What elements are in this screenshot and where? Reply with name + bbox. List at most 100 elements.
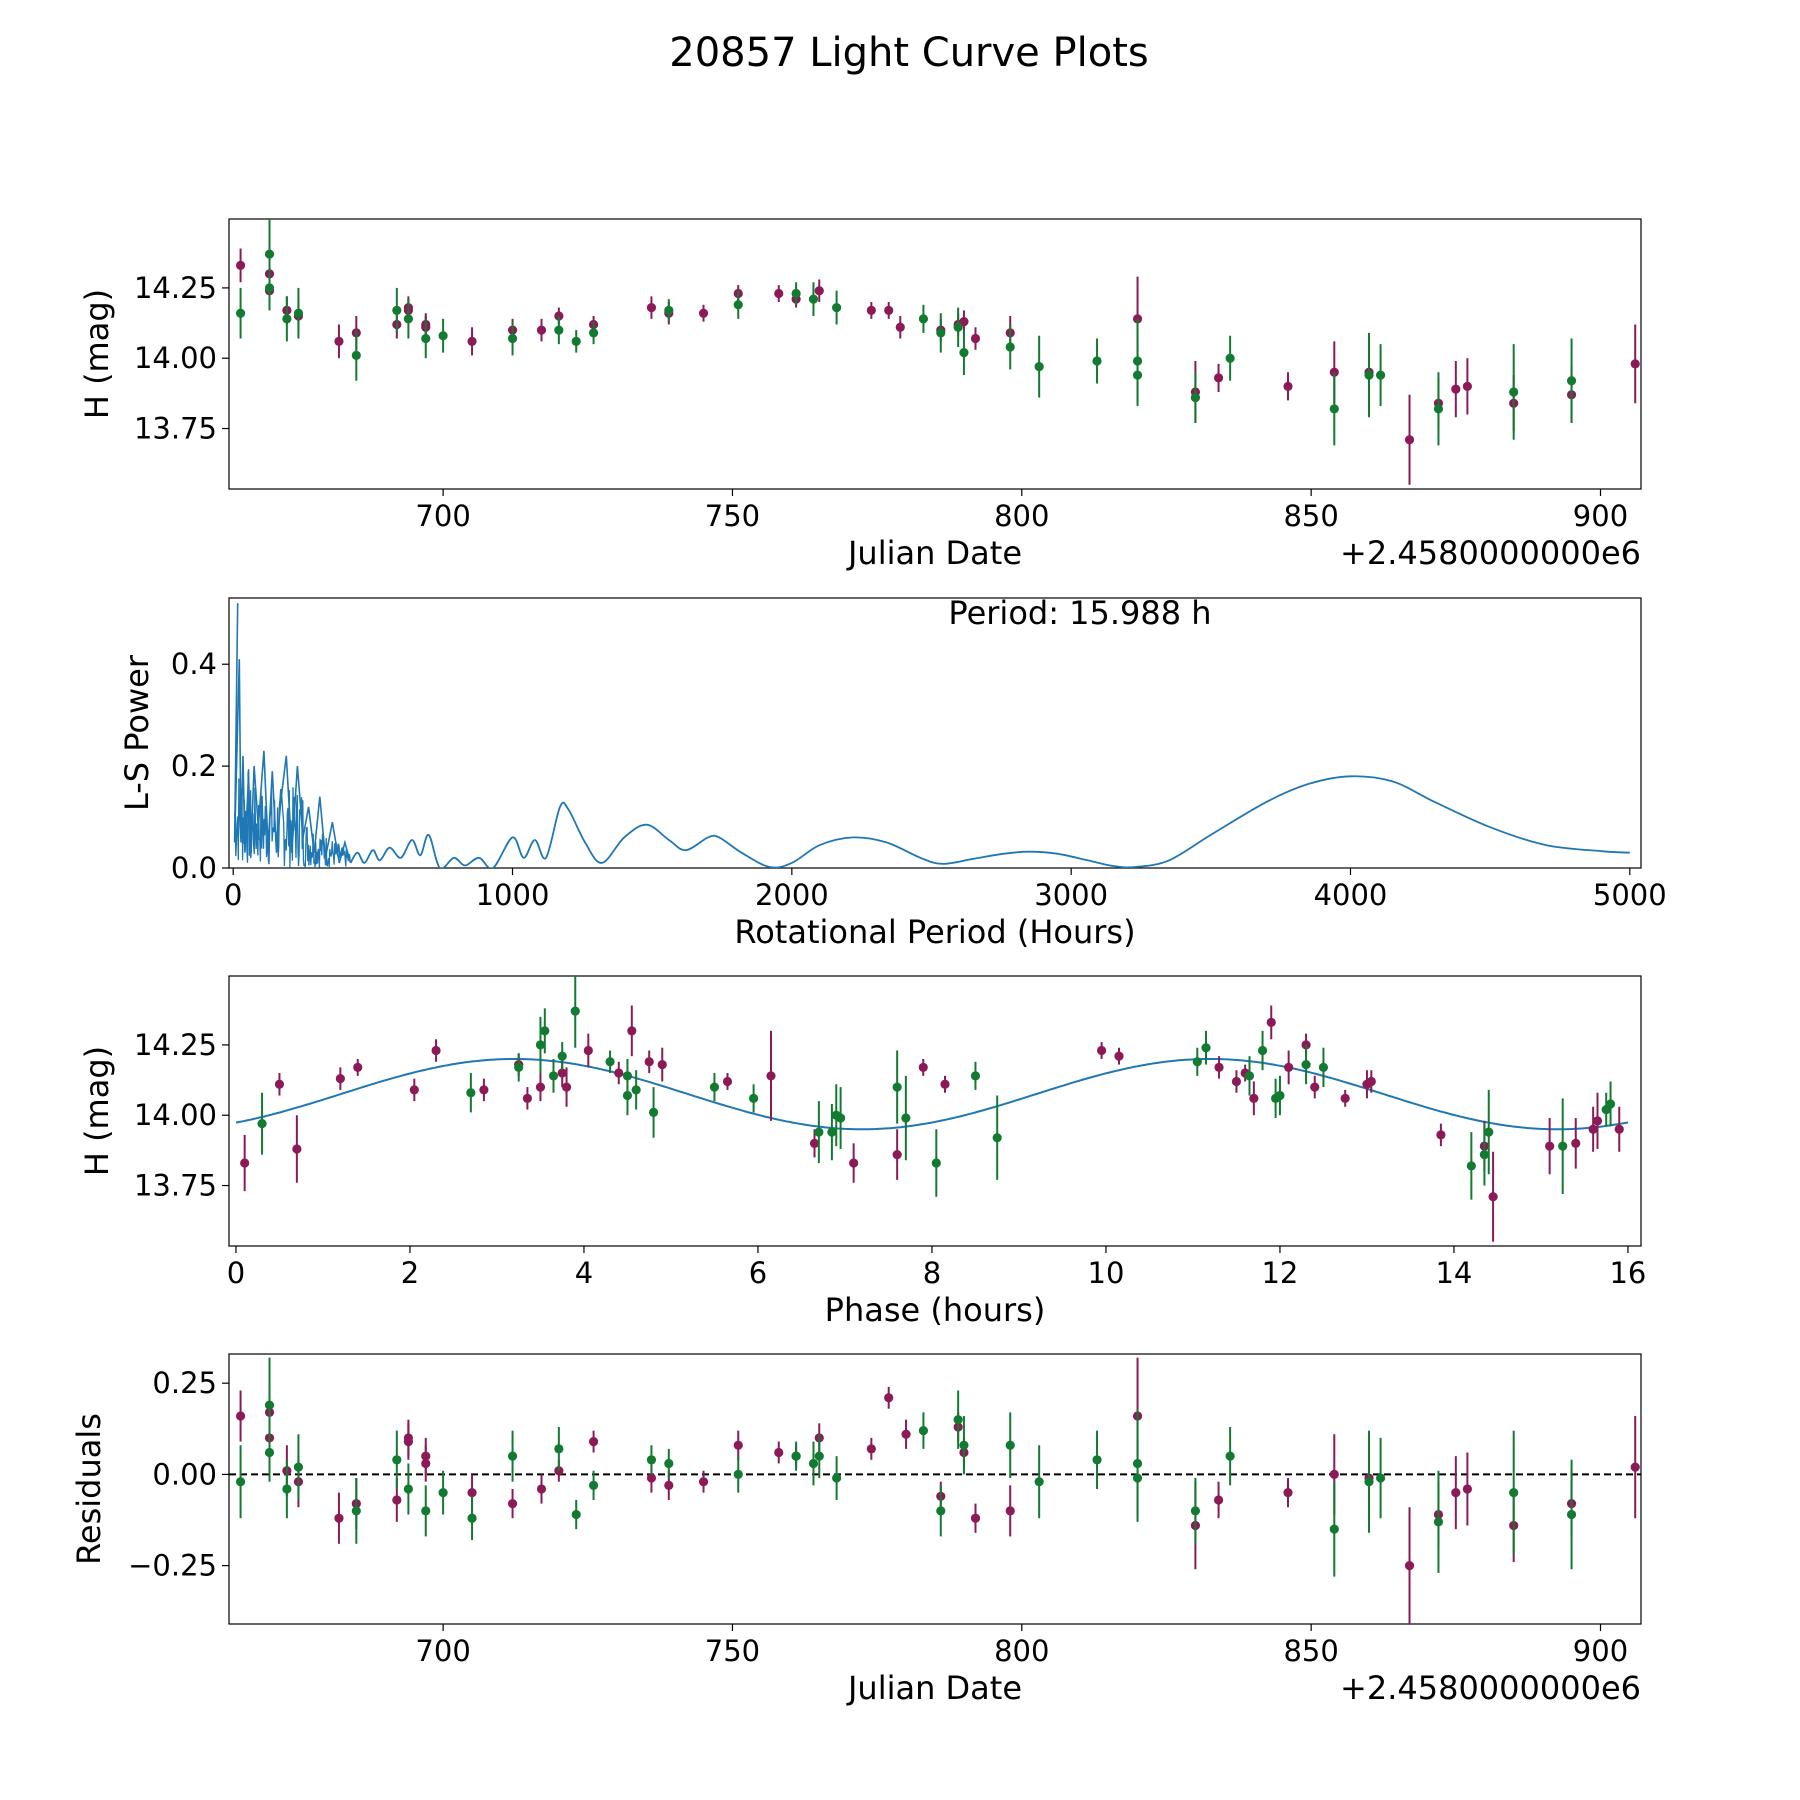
data-point — [1571, 1138, 1581, 1148]
data-point — [1462, 381, 1472, 391]
data-point — [571, 336, 581, 346]
data-point — [992, 1133, 1002, 1143]
periodogram-y-axis-label: L-S Power — [118, 654, 156, 811]
light-curve-data-layer — [235, 219, 1640, 485]
data-point — [936, 328, 946, 338]
light-curve-y-tick-label: 14.00 — [134, 341, 217, 375]
periodogram-x-tick-label: 4000 — [1314, 878, 1388, 912]
periodogram-frame — [228, 597, 1642, 869]
data-point — [282, 314, 292, 324]
data-point — [1201, 1043, 1211, 1053]
data-point — [1005, 1440, 1015, 1450]
data-point — [554, 1444, 564, 1454]
data-point — [1213, 373, 1224, 383]
light-curve-x-tick-label: 900 — [1573, 499, 1628, 533]
phase-fold-frame — [228, 975, 1642, 1247]
data-point — [970, 1071, 981, 1081]
residuals-panel: 700 750 800 850 900 0.25 0.00 −0.25 Julian Date R… — [70, 1353, 1642, 1707]
periodogram-y-tick-label: 0.2 — [171, 749, 217, 783]
data-point — [264, 1400, 275, 1410]
data-point — [644, 1057, 654, 1067]
phase-fold-x-tick-label: 12 — [1261, 1256, 1298, 1290]
data-point — [1214, 1062, 1224, 1073]
phase-fold-x-axis-label: Phase (hours) — [825, 1291, 1046, 1329]
data-point — [664, 1480, 674, 1490]
data-point — [507, 1498, 518, 1509]
data-point — [918, 314, 929, 324]
data-point — [522, 1093, 533, 1103]
data-point — [1509, 387, 1519, 397]
periodogram-x-tick-label: 5000 — [1593, 878, 1667, 912]
data-point — [936, 1506, 946, 1516]
data-point — [1034, 362, 1044, 372]
data-point — [646, 1473, 657, 1483]
light-curve-x-tick-label: 750 — [705, 499, 760, 533]
data-point — [507, 333, 518, 344]
data-point — [257, 1119, 267, 1129]
data-point — [1283, 381, 1293, 391]
data-point — [514, 1062, 524, 1073]
data-point — [1375, 1473, 1386, 1483]
data-point — [264, 283, 275, 293]
data-point — [235, 1477, 246, 1487]
data-point — [1329, 1524, 1339, 1534]
data-point — [940, 1079, 950, 1089]
periodogram-x-tick-label: 2000 — [755, 878, 829, 912]
data-point — [392, 305, 402, 316]
data-point — [431, 1045, 441, 1056]
light-curve-y-tick-label: 14.25 — [134, 271, 217, 305]
data-point — [959, 317, 969, 327]
data-point — [293, 1462, 304, 1472]
data-point — [507, 1451, 518, 1461]
data-point — [1558, 1141, 1568, 1151]
data-point — [535, 1082, 546, 1092]
data-point — [235, 308, 246, 318]
data-point — [548, 1071, 559, 1081]
data-point — [1375, 370, 1386, 380]
data-point — [351, 350, 361, 361]
data-point — [1466, 1161, 1476, 1171]
phase-fold-x-tick-label: 10 — [1088, 1256, 1125, 1290]
data-point — [814, 286, 824, 296]
data-point — [1329, 404, 1339, 414]
data-point — [1588, 1124, 1598, 1134]
data-point — [334, 336, 344, 346]
periodogram-x-axis-label: Rotational Period (Hours) — [734, 913, 1135, 951]
light-curve-panel: 700 750 800 850 900 14.25 14.00 13.75 Julian Dat… — [78, 218, 1642, 572]
data-point — [664, 1458, 674, 1469]
periodogram-x-tick-label: 0 — [224, 878, 242, 912]
residuals-offset-label: +2.4580000000e6 — [1340, 1669, 1641, 1707]
data-point — [1034, 1477, 1044, 1487]
data-point — [1283, 1488, 1293, 1498]
phase-fold-data-layer — [235, 976, 1629, 1242]
residuals-y-tick-label: −0.25 — [128, 1549, 217, 1583]
data-point — [749, 1093, 759, 1103]
data-point — [774, 1447, 784, 1458]
data-point — [535, 1040, 546, 1050]
data-point — [901, 1113, 911, 1123]
data-point — [1614, 1124, 1624, 1134]
residuals-x-tick-label: 800 — [994, 1634, 1049, 1668]
data-point — [709, 1082, 720, 1092]
data-point — [970, 333, 981, 344]
data-point — [467, 336, 477, 346]
phase-fold-x-tick-label: 14 — [1435, 1256, 1472, 1290]
data-point — [1114, 1051, 1124, 1061]
figure-title: 20857 Light Curve Plots — [669, 30, 1148, 76]
data-point — [403, 1484, 413, 1494]
phase-fold-y-axis-label: H (mag) — [78, 1046, 116, 1176]
data-point — [438, 331, 448, 341]
data-point — [1630, 1462, 1640, 1472]
data-point — [1225, 1451, 1235, 1461]
light-curve-x-tick-label: 700 — [415, 499, 470, 533]
data-point — [605, 1057, 615, 1067]
data-point — [1213, 1495, 1224, 1505]
data-point — [1318, 1062, 1329, 1073]
data-point — [1364, 1477, 1374, 1487]
data-point — [901, 1429, 911, 1439]
data-point — [421, 1458, 431, 1469]
data-point — [646, 1455, 657, 1465]
data-point — [892, 1149, 902, 1160]
data-point — [1404, 435, 1415, 445]
periodogram-x-tick-label: 3000 — [1034, 878, 1108, 912]
